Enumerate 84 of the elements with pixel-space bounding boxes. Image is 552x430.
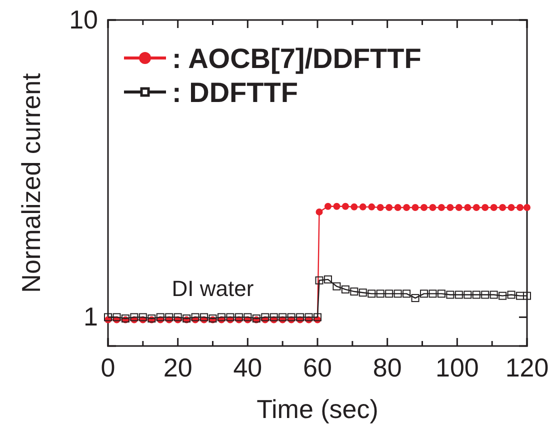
point: [342, 202, 349, 210]
x-tick-label: 100: [435, 352, 479, 382]
point: [508, 204, 515, 211]
point: [498, 292, 507, 300]
y-tick-label: 10: [69, 4, 98, 34]
point: [316, 208, 323, 216]
point: [350, 288, 358, 296]
point: [174, 313, 182, 322]
point: [304, 313, 313, 322]
point: [368, 290, 376, 298]
point: [315, 276, 324, 284]
point: [472, 290, 480, 299]
point: [376, 204, 384, 211]
point: [429, 204, 436, 211]
point: [270, 313, 278, 322]
point: [350, 203, 358, 210]
point: [376, 290, 384, 298]
point: [278, 313, 287, 322]
point: [524, 204, 530, 211]
y-axis-title: Normalized current: [16, 72, 46, 293]
annotation: DI water: [172, 276, 254, 301]
point: [499, 204, 506, 211]
point: [261, 313, 270, 322]
x-tick-label: 0: [100, 352, 116, 382]
point: [296, 313, 304, 322]
point: [394, 290, 402, 298]
point: [156, 313, 164, 322]
point: [402, 290, 411, 298]
point: [386, 204, 393, 211]
point: [420, 204, 428, 211]
x-tick-label: 20: [163, 352, 192, 382]
x-tick-label: 60: [303, 352, 332, 382]
point: [200, 313, 208, 322]
point: [481, 290, 490, 299]
point: [130, 313, 138, 322]
x-axis-title: Time (sec): [256, 394, 378, 424]
point: [217, 313, 226, 322]
x-tick-label: 120: [505, 352, 549, 382]
point: [287, 313, 296, 322]
point: [394, 204, 402, 211]
point: [428, 290, 437, 298]
point: [333, 202, 340, 210]
point: [437, 290, 446, 298]
point: [244, 313, 252, 322]
point: [464, 290, 472, 299]
point: [324, 275, 332, 284]
point: [358, 288, 367, 297]
point: [523, 292, 531, 300]
point: [359, 203, 366, 210]
point: [507, 290, 516, 299]
point: [420, 290, 428, 298]
point: [314, 313, 322, 322]
point: [332, 282, 341, 290]
x-tick-label: 80: [372, 352, 402, 382]
y-tick-label: 1: [84, 302, 98, 332]
point: [464, 204, 472, 211]
point: [411, 294, 420, 302]
point: [112, 313, 121, 322]
legend-label: : AOCB[7]/DDFTTF: [172, 43, 422, 74]
point: [104, 313, 112, 322]
point: [138, 313, 147, 322]
point: [412, 204, 419, 211]
point: [368, 203, 376, 210]
point: [446, 204, 454, 211]
point: [482, 204, 489, 211]
point: [490, 204, 498, 211]
point: [191, 313, 200, 322]
point: [403, 204, 410, 211]
point: [165, 313, 174, 322]
point: [234, 313, 243, 322]
point: [324, 202, 332, 210]
point: [472, 204, 480, 211]
point: [385, 290, 394, 298]
point: [226, 313, 234, 322]
point: [516, 204, 524, 211]
point: [446, 290, 454, 299]
legend-label: : DDFTTF: [172, 77, 298, 108]
point: [341, 285, 350, 294]
point: [455, 204, 462, 211]
x-tick-label: 40: [233, 352, 262, 382]
point: [516, 292, 524, 300]
point: [438, 204, 445, 211]
point: [454, 290, 463, 299]
point: [490, 290, 498, 299]
